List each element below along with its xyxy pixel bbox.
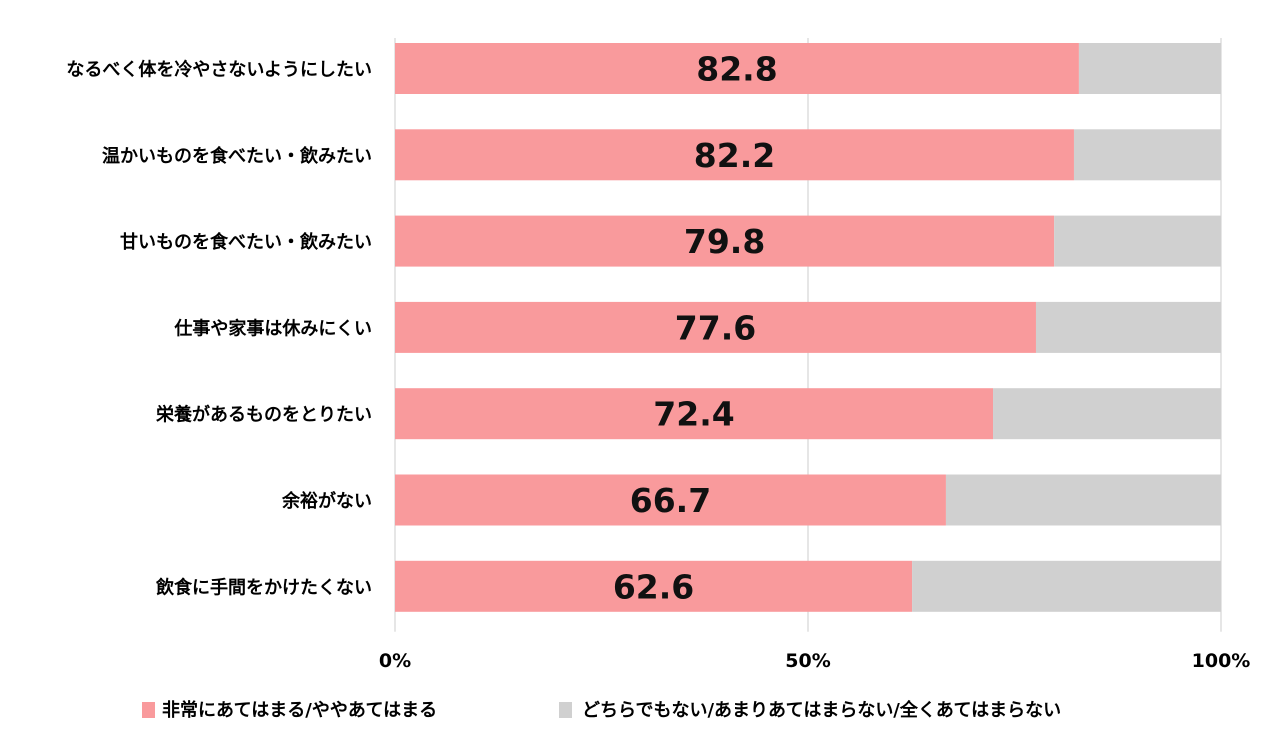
bar-segment-agree	[395, 129, 1074, 181]
bar-segment-agree	[395, 560, 913, 612]
category-label: 仕事や家事は休みにくい	[173, 317, 372, 339]
category-label: 飲食に手間をかけたくない	[155, 576, 372, 598]
data-label: 72.4	[653, 395, 734, 434]
category-label: なるべく体を冷やさないようにしたい	[66, 59, 372, 81]
legend-label: 非常にあてはまる/ややあてはまる	[162, 699, 437, 721]
bar-segment-agree	[395, 388, 994, 440]
data-label: 79.8	[684, 222, 765, 261]
bar-segment-disagree	[1035, 301, 1221, 353]
data-label: 66.7	[630, 481, 711, 520]
legend-swatch	[142, 702, 155, 718]
bar-segment-disagree	[1078, 43, 1221, 94]
x-tick-label: 0%	[379, 650, 411, 672]
category-label: 余裕がない	[281, 490, 372, 512]
bar-segment-disagree	[993, 388, 1221, 440]
category-label: 温かいものを食べたい・飲みたい	[102, 145, 372, 167]
data-label: 82.8	[696, 50, 777, 89]
bar-segment-disagree	[912, 560, 1221, 612]
x-tick-label: 100%	[1192, 650, 1251, 672]
data-label: 77.6	[675, 308, 756, 347]
data-label: 82.2	[694, 136, 775, 175]
bar-segment-agree	[395, 43, 1079, 94]
x-tick-label: 50%	[785, 650, 830, 672]
category-label: 甘いものを食べたい・飲みたい	[120, 231, 372, 253]
category-label: 栄養があるものをとりたい	[155, 404, 372, 426]
bar-segment-agree	[395, 215, 1055, 267]
legend-label: どちらでもない/あまりあてはまらない/全くあてはまらない	[582, 699, 1061, 721]
bar-segment-disagree	[1073, 129, 1221, 181]
bar-segment-disagree	[945, 474, 1221, 526]
bar-segment-agree	[395, 301, 1036, 353]
bar-segment-disagree	[1054, 215, 1221, 267]
data-label: 62.6	[613, 567, 694, 606]
bar-segment-agree	[395, 474, 946, 526]
legend-swatch	[559, 702, 572, 718]
